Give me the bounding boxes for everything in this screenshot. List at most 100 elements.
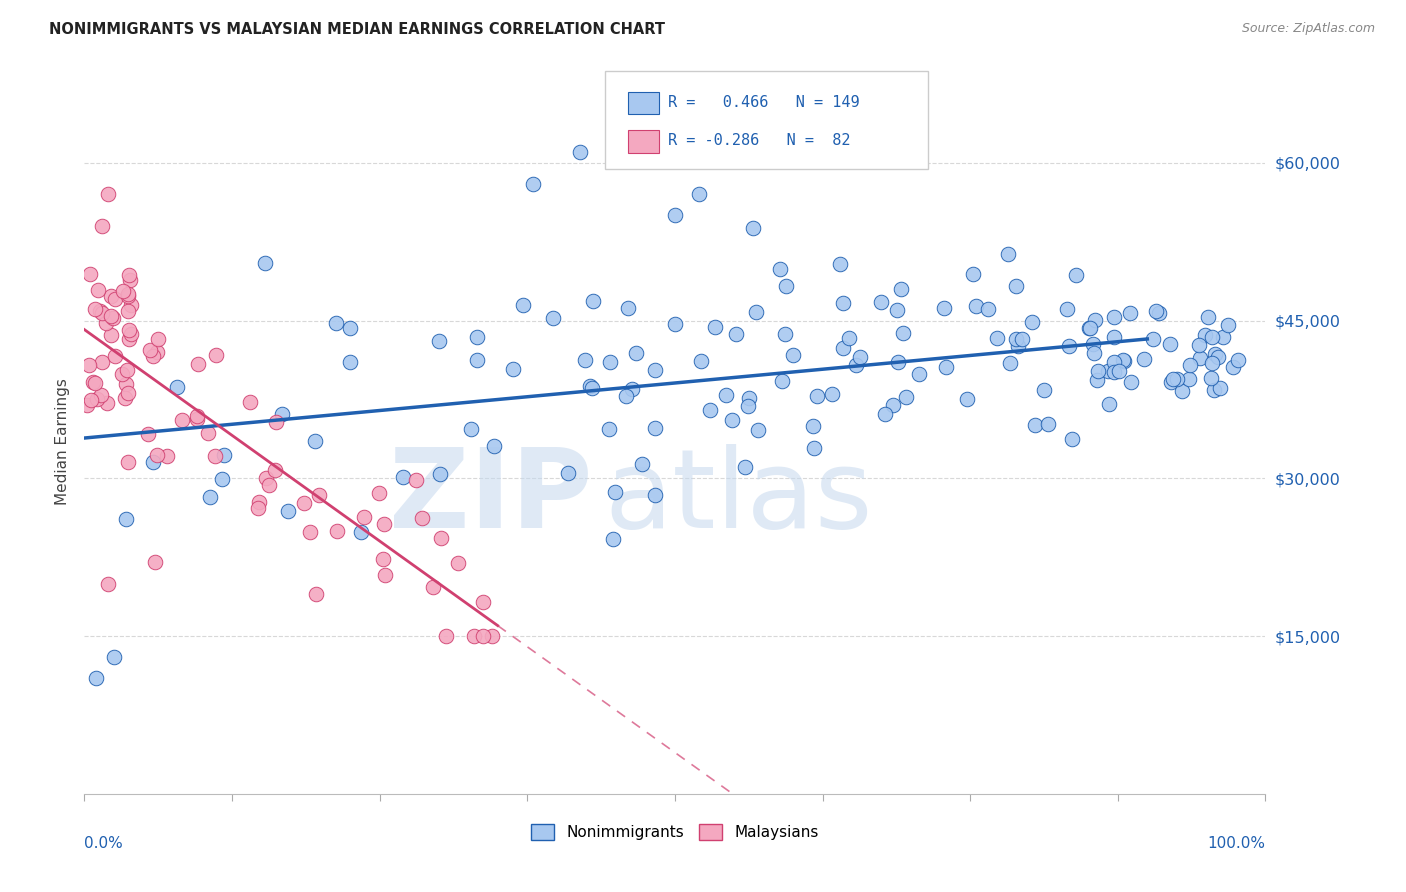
- Point: [350, 524, 373, 539]
- Point: [621, 382, 644, 396]
- Point: [76, 398, 98, 412]
- Point: [187, 357, 209, 371]
- Point: [977, 302, 1000, 317]
- Point: [598, 422, 620, 436]
- Point: [1062, 432, 1084, 446]
- Point: [845, 359, 868, 373]
- Point: [166, 380, 188, 394]
- Point: [198, 490, 221, 504]
- Point: [724, 326, 747, 341]
- Point: [891, 326, 914, 340]
- Point: [747, 423, 769, 437]
- Point: [624, 346, 647, 360]
- Text: 0.0%: 0.0%: [84, 836, 124, 851]
- Point: [197, 425, 219, 440]
- Point: [512, 298, 534, 312]
- Point: [429, 531, 451, 545]
- Point: [117, 386, 139, 401]
- Text: NONIMMIGRANTS VS MALAYSIAN MEDIAN EARNINGS CORRELATION CHART: NONIMMIGRANTS VS MALAYSIAN MEDIAN EARNIN…: [49, 22, 665, 37]
- Point: [1119, 306, 1142, 320]
- Point: [614, 389, 637, 403]
- Point: [1142, 332, 1164, 346]
- Point: [304, 434, 326, 449]
- Point: [956, 392, 979, 406]
- Point: [603, 485, 626, 500]
- Point: [569, 145, 592, 160]
- Point: [463, 629, 485, 643]
- Point: [239, 395, 262, 409]
- Point: [156, 449, 179, 463]
- Point: [690, 353, 713, 368]
- Point: [870, 295, 893, 310]
- Point: [339, 354, 361, 368]
- Point: [1201, 356, 1223, 370]
- Point: [82, 376, 104, 390]
- Y-axis label: Median Earnings: Median Earnings: [55, 378, 70, 505]
- Point: [782, 348, 804, 362]
- Point: [882, 398, 904, 412]
- Point: [1144, 304, 1167, 318]
- Point: [305, 587, 328, 601]
- Point: [91, 219, 114, 233]
- Point: [664, 317, 686, 331]
- Point: [325, 316, 347, 330]
- Point: [1209, 381, 1232, 395]
- Point: [467, 330, 489, 344]
- Point: [142, 455, 165, 469]
- Point: [1084, 313, 1107, 327]
- Point: [541, 310, 564, 325]
- Point: [471, 629, 494, 643]
- Point: [211, 472, 233, 486]
- Point: [143, 556, 166, 570]
- Point: [142, 349, 165, 363]
- Point: [117, 454, 139, 468]
- Point: [1201, 330, 1223, 344]
- Point: [373, 567, 395, 582]
- Point: [1005, 332, 1028, 346]
- Point: [353, 509, 375, 524]
- Point: [1102, 310, 1125, 324]
- Point: [557, 466, 579, 480]
- Point: [1024, 417, 1046, 432]
- Point: [1056, 301, 1078, 316]
- Point: [908, 367, 931, 381]
- Point: [1121, 375, 1143, 389]
- Point: [1159, 336, 1181, 351]
- Point: [118, 333, 141, 347]
- Text: 100.0%: 100.0%: [1208, 836, 1265, 851]
- Point: [460, 422, 482, 436]
- Point: [204, 348, 226, 362]
- Point: [97, 187, 120, 202]
- Text: R =   0.466   N = 149: R = 0.466 N = 149: [668, 95, 859, 110]
- Point: [117, 287, 139, 301]
- Point: [115, 363, 138, 377]
- Point: [308, 488, 330, 502]
- Point: [581, 381, 603, 395]
- Point: [502, 362, 524, 376]
- Point: [1104, 355, 1126, 369]
- Point: [482, 439, 505, 453]
- Point: [1007, 339, 1029, 353]
- Point: [103, 650, 125, 665]
- Point: [101, 311, 124, 326]
- Point: [1097, 397, 1119, 411]
- Point: [117, 304, 139, 318]
- Point: [111, 367, 134, 381]
- Point: [212, 448, 235, 462]
- Point: [745, 305, 768, 319]
- Point: [1083, 346, 1105, 360]
- Point: [96, 395, 118, 409]
- Point: [114, 391, 136, 405]
- Point: [118, 323, 141, 337]
- Legend: Nonimmigrants, Malaysians: Nonimmigrants, Malaysians: [524, 818, 825, 847]
- Point: [734, 460, 756, 475]
- Point: [769, 262, 792, 277]
- Point: [1206, 351, 1229, 365]
- Point: [264, 463, 287, 477]
- Text: ZIP: ZIP: [389, 444, 592, 551]
- Point: [427, 334, 450, 348]
- Point: [1005, 278, 1028, 293]
- Point: [1212, 330, 1234, 344]
- Point: [1216, 318, 1239, 333]
- Point: [875, 407, 897, 421]
